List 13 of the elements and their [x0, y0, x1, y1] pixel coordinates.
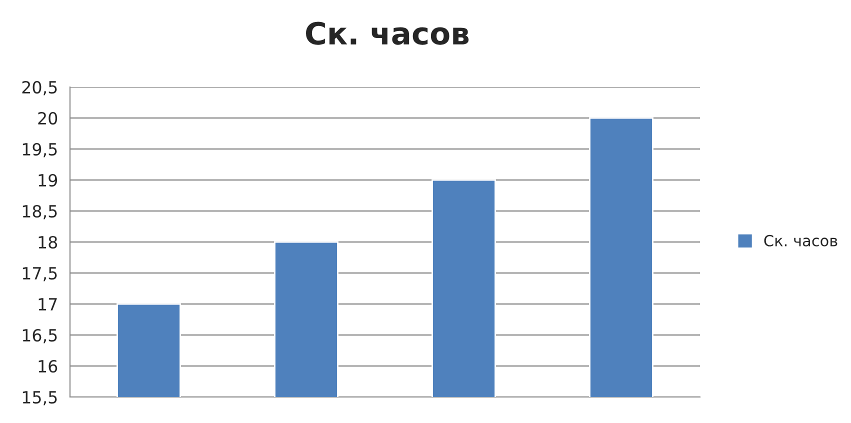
- y-tick-label: 16: [38, 360, 58, 373]
- legend-label: Ск. часов: [764, 234, 838, 246]
- y-tick-label: 17: [38, 298, 57, 310]
- y-tick-label: 20,5: [22, 80, 57, 96]
- y-tick-label: 17,5: [22, 267, 57, 282]
- y-tick-label: 19: [38, 174, 58, 187]
- y-tick-label: 15,5: [22, 391, 57, 406]
- y-tick-label: 18: [38, 236, 58, 249]
- y-tick-label: 20: [38, 112, 58, 125]
- y-tick-label: 19,5: [22, 142, 57, 158]
- y-tick-label: 18,5: [22, 204, 57, 220]
- y-tick-label: 16,5: [22, 328, 57, 344]
- chart-title: Ск. часов: [306, 22, 469, 45]
